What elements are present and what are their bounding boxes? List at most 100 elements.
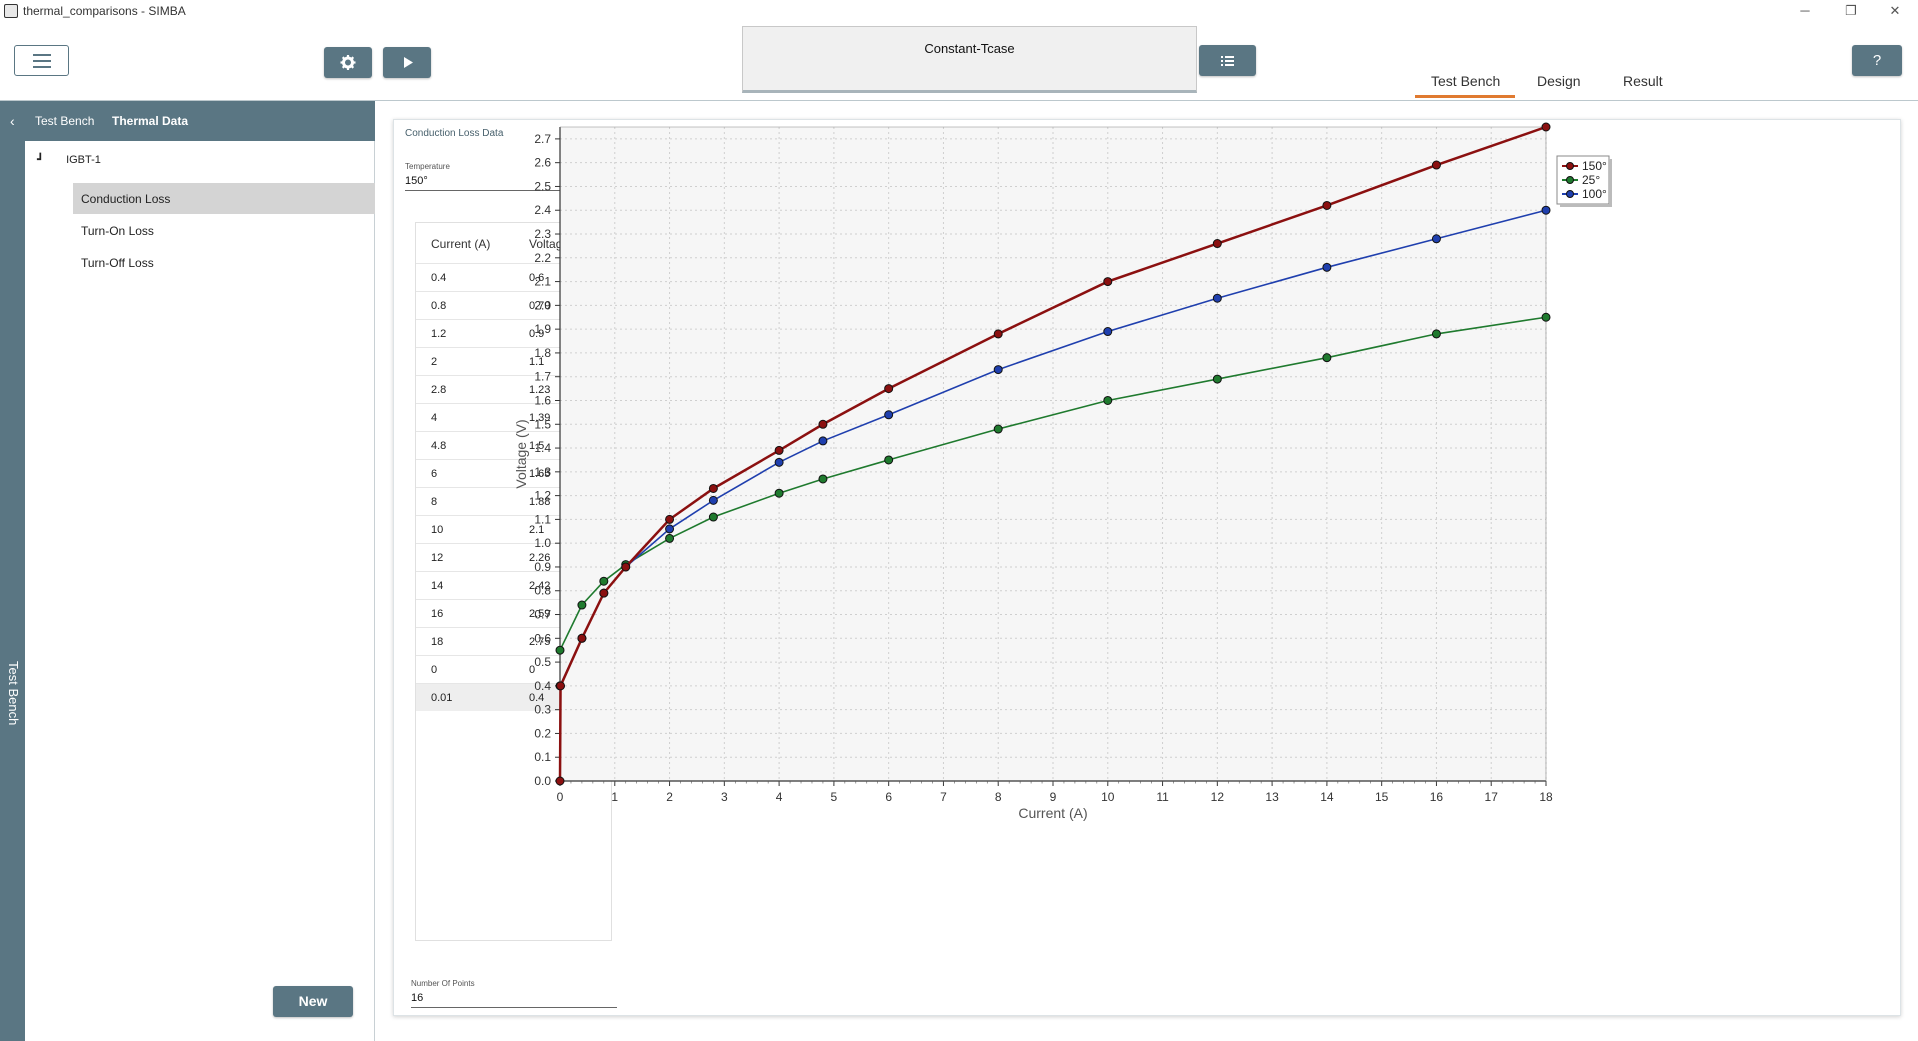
cell-current[interactable]: 0.4 xyxy=(431,272,447,284)
y-tick-label: 1.9 xyxy=(534,322,551,336)
x-tick-label: 3 xyxy=(721,790,728,804)
cell-current[interactable]: 2 xyxy=(431,356,438,368)
app-icon xyxy=(4,4,18,18)
cell-current[interactable]: 1.2 xyxy=(431,328,447,340)
x-axis-title: Current (A) xyxy=(1018,805,1087,821)
temperature-underline xyxy=(405,190,587,191)
tree-item-turn-on-loss[interactable]: Turn-On Loss xyxy=(81,224,154,238)
table-row[interactable]: 4.8 1.5 xyxy=(416,431,611,459)
table-row[interactable]: 10 2.1 xyxy=(416,515,611,543)
x-tick-label: 1 xyxy=(611,790,618,804)
cell-voltage[interactable]: 0.6 xyxy=(529,272,545,284)
cell-voltage[interactable]: 0 xyxy=(529,664,536,676)
cell-current[interactable]: 14 xyxy=(431,580,444,592)
table-row[interactable]: 0.4 0.6 xyxy=(416,263,611,291)
new-button[interactable]: New xyxy=(273,986,353,1017)
breadcrumb: ‹ Test Bench Thermal Data xyxy=(10,101,375,141)
cell-voltage[interactable]: 1.39 xyxy=(529,412,551,424)
points-underline xyxy=(411,1007,617,1008)
cell-current[interactable]: 4.8 xyxy=(431,440,447,452)
scenario-list-button[interactable] xyxy=(1199,45,1256,76)
hamburger-menu-button[interactable] xyxy=(14,45,69,76)
table-row[interactable]: 14 2.42 xyxy=(416,571,611,599)
cell-current[interactable]: 6 xyxy=(431,468,438,480)
cell-current[interactable]: 2.8 xyxy=(431,384,447,396)
x-tick-label: 12 xyxy=(1211,790,1225,804)
column-header-current[interactable]: Current (A) xyxy=(431,237,491,251)
cell-current[interactable]: 12 xyxy=(431,552,444,564)
legend-label: 150° xyxy=(1582,159,1607,173)
cell-voltage[interactable]: 2.1 xyxy=(529,524,545,536)
points-label: Number Of Points xyxy=(411,979,475,988)
cell-voltage[interactable]: 1.1 xyxy=(529,356,545,368)
x-tick-label: 16 xyxy=(1430,790,1444,804)
cell-current[interactable]: 18 xyxy=(431,636,444,648)
y-tick-label: 0.2 xyxy=(534,726,551,740)
breadcrumb-test-bench[interactable]: Test Bench xyxy=(35,114,95,128)
cell-current[interactable]: 0.8 xyxy=(431,300,447,312)
table-row[interactable]: 6 1.65 xyxy=(416,459,611,487)
x-tick-label: 9 xyxy=(1050,790,1057,804)
minimize-button[interactable]: ─ xyxy=(1800,3,1810,18)
table-row[interactable]: 16 2.59 xyxy=(416,599,611,627)
legend-shadow xyxy=(1609,159,1612,207)
close-button[interactable]: ✕ xyxy=(1889,3,1901,18)
cell-voltage[interactable]: 1.65 xyxy=(529,468,551,480)
table-row[interactable]: 0.8 0.79 xyxy=(416,291,611,319)
tab-result[interactable]: Result xyxy=(1623,73,1663,89)
cell-voltage[interactable]: 0.9 xyxy=(529,328,545,340)
data-point xyxy=(993,365,1003,375)
tab-design[interactable]: Design xyxy=(1537,73,1581,89)
data-point xyxy=(1541,312,1551,322)
data-point xyxy=(1103,277,1113,287)
y-tick-label: 1.2 xyxy=(534,489,551,503)
cell-voltage[interactable]: 2.75 xyxy=(529,636,551,648)
settings-button[interactable] xyxy=(324,47,372,78)
cell-voltage[interactable]: 2.26 xyxy=(529,552,551,564)
chart-legend: 150°25°100° xyxy=(1556,155,1612,207)
table-row[interactable]: 4 1.39 xyxy=(416,403,611,431)
cell-voltage[interactable]: 0.4 xyxy=(529,692,545,704)
cell-current[interactable]: 0 xyxy=(431,664,438,676)
data-point xyxy=(818,419,828,429)
tab-test-bench[interactable]: Test Bench xyxy=(1431,73,1501,89)
cell-voltage[interactable]: 1.88 xyxy=(529,496,551,508)
table-row[interactable]: 2 1.1 xyxy=(416,347,611,375)
data-point xyxy=(818,436,828,446)
tree-root-label: IGBT-1 xyxy=(66,154,101,166)
restore-button[interactable]: ❐ xyxy=(1845,3,1857,18)
table-row[interactable]: 18 2.75 xyxy=(416,627,611,655)
data-point xyxy=(884,410,894,420)
tree-item-conduction-loss[interactable]: Conduction Loss xyxy=(73,183,375,214)
data-point xyxy=(1541,122,1551,132)
data-point xyxy=(599,588,609,598)
cell-current[interactable]: 4 xyxy=(431,412,438,424)
cell-current[interactable]: 8 xyxy=(431,496,438,508)
table-row[interactable]: 2.8 1.23 xyxy=(416,375,611,403)
cell-voltage[interactable]: 1.23 xyxy=(529,384,551,396)
tree-item-turn-off-loss[interactable]: Turn-Off Loss xyxy=(81,256,154,270)
collapse-icon[interactable]: ┛ xyxy=(37,154,44,166)
temperature-select[interactable]: 150° xyxy=(405,175,428,187)
cell-voltage[interactable]: 2.42 xyxy=(529,580,551,592)
run-button[interactable] xyxy=(383,47,431,78)
cell-voltage[interactable]: 0.79 xyxy=(529,300,551,312)
cell-voltage[interactable]: 2.59 xyxy=(529,608,551,620)
table-row[interactable]: 1.2 0.9 xyxy=(416,319,611,347)
data-point xyxy=(818,474,828,484)
cell-current[interactable]: 0.01 xyxy=(431,692,453,704)
data-point xyxy=(665,524,675,534)
cell-voltage[interactable]: 1.5 xyxy=(529,440,545,452)
chevron-left-icon[interactable]: ‹ xyxy=(10,113,15,129)
x-tick-label: 14 xyxy=(1320,790,1334,804)
table-row[interactable]: 12 2.26 xyxy=(416,543,611,571)
side-strip-label[interactable]: Test Bench xyxy=(6,661,21,726)
points-field[interactable]: 16 xyxy=(411,992,424,1004)
cell-current[interactable]: 16 xyxy=(431,608,444,620)
tree-root-igbt[interactable]: ┛ IGBT-1 xyxy=(37,153,101,166)
cell-current[interactable]: 10 xyxy=(431,524,444,536)
table-row[interactable]: 8 1.88 xyxy=(416,487,611,515)
scenario-selector[interactable]: Constant-Tcase xyxy=(742,26,1197,93)
help-button[interactable]: ? xyxy=(1852,45,1902,76)
